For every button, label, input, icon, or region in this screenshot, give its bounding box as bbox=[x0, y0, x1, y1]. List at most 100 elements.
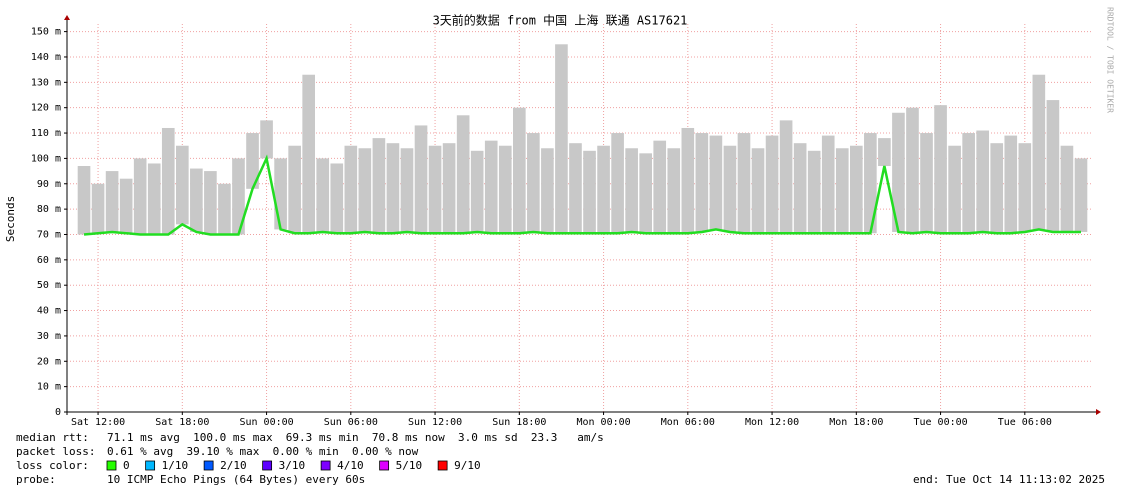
x-tick-label: Tue 00:00 bbox=[913, 417, 967, 428]
smoke-bar bbox=[470, 150, 484, 232]
smoke-bar bbox=[667, 148, 681, 234]
y-tick-label: 50 m bbox=[37, 280, 61, 291]
smoke-bar bbox=[386, 143, 400, 234]
smoke-bar bbox=[906, 107, 919, 234]
y-tick-label: 30 m bbox=[37, 331, 61, 342]
loss-swatch bbox=[262, 460, 273, 471]
smoke-bar bbox=[723, 145, 737, 232]
smoke-bar bbox=[793, 143, 807, 234]
smoke-bar bbox=[414, 125, 428, 234]
smoke-bar bbox=[358, 148, 372, 232]
smoke-bar bbox=[344, 145, 358, 234]
smoke-bar bbox=[611, 133, 624, 234]
x-tick-label: Sun 12:00 bbox=[408, 417, 462, 428]
smoke-bar bbox=[779, 120, 793, 234]
smoke-bar bbox=[442, 143, 456, 234]
smoke-bar bbox=[1032, 74, 1046, 230]
axis-arrow bbox=[64, 15, 70, 20]
loss-label: 4/10 bbox=[337, 459, 364, 472]
smoke-bar bbox=[1004, 135, 1018, 234]
smoke-bar bbox=[91, 183, 105, 234]
smoke-bar bbox=[920, 133, 933, 232]
loss-label: 0 bbox=[123, 459, 130, 472]
side-text: RRDTOOL / TOBI OETIKER bbox=[1106, 7, 1115, 113]
smoke-bar bbox=[316, 158, 330, 232]
loss-swatch bbox=[379, 460, 390, 471]
footer-text: 0.61 % avg 39.10 % max 0.00 % min 0.00 %… bbox=[107, 445, 419, 458]
y-tick-label: 60 m bbox=[37, 255, 61, 266]
loss-swatch bbox=[320, 460, 331, 471]
smoke-bar bbox=[512, 107, 526, 234]
x-tick-label: Sun 18:00 bbox=[492, 417, 546, 428]
footer-label: packet loss: bbox=[16, 445, 95, 458]
smoke-bar bbox=[190, 168, 203, 232]
smoke-bar bbox=[498, 145, 512, 234]
smoke-bar bbox=[835, 148, 849, 234]
y-tick-label: 20 m bbox=[37, 356, 61, 367]
smoke-bar bbox=[653, 140, 667, 234]
axis-arrow bbox=[1096, 409, 1101, 415]
smoke-bar bbox=[1018, 143, 1032, 232]
smoke-bar bbox=[934, 105, 947, 234]
smoke-bar bbox=[1074, 158, 1088, 232]
y-tick-label: 40 m bbox=[37, 306, 61, 317]
smoke-bar bbox=[147, 163, 161, 235]
smoke-bar bbox=[639, 153, 653, 234]
smoke-bar bbox=[204, 171, 217, 235]
y-tick-label: 100 m bbox=[31, 153, 61, 164]
y-tick-label: 10 m bbox=[37, 382, 61, 393]
y-tick-label: 70 m bbox=[37, 229, 61, 240]
smoke-bar bbox=[541, 148, 554, 234]
smoke-bar bbox=[948, 145, 961, 234]
loss-label: 1/10 bbox=[162, 459, 189, 472]
smoke-bar bbox=[962, 133, 975, 234]
x-tick-label: Sat 18:00 bbox=[155, 417, 209, 428]
smoke-bar bbox=[260, 120, 273, 159]
loss-label: 2/10 bbox=[220, 459, 247, 472]
y-tick-label: 150 m bbox=[31, 27, 61, 38]
smoke-bar bbox=[878, 138, 891, 167]
x-tick-label: Sun 00:00 bbox=[239, 417, 293, 428]
smoke-bar bbox=[218, 183, 231, 235]
smoke-bar bbox=[1060, 145, 1074, 232]
loss-label: 5/10 bbox=[396, 459, 423, 472]
loss-swatch bbox=[145, 460, 156, 471]
y-tick-label: 130 m bbox=[31, 77, 61, 88]
x-tick-label: Sat 12:00 bbox=[71, 417, 125, 428]
smoke-bar bbox=[527, 133, 540, 232]
footer-label: probe: bbox=[16, 473, 56, 486]
footer-text: 71.1 ms avg 100.0 ms max 69.3 ms min 70.… bbox=[107, 431, 604, 444]
smoke-bar bbox=[555, 44, 568, 234]
footer-text: 10 ICMP Echo Pings (64 Bytes) every 60s bbox=[107, 473, 365, 486]
smoke-bar bbox=[849, 145, 863, 234]
smoke-bar bbox=[597, 145, 610, 234]
smoke-bar bbox=[583, 150, 596, 234]
smoke-bar bbox=[737, 133, 751, 234]
x-tick-label: Mon 12:00 bbox=[745, 417, 799, 428]
loss-label: 9/10 bbox=[454, 459, 481, 472]
smoke-bar bbox=[119, 178, 133, 234]
smoke-bar bbox=[625, 148, 638, 232]
loss-swatch bbox=[106, 460, 117, 471]
smoke-bar bbox=[133, 158, 147, 235]
smoke-bar bbox=[709, 135, 723, 230]
y-tick-label: 90 m bbox=[37, 179, 61, 190]
smoke-bar bbox=[1046, 100, 1060, 232]
footer-label: median rtt: bbox=[16, 431, 89, 444]
smoke-bar bbox=[990, 143, 1004, 234]
smoke-bar bbox=[161, 127, 175, 235]
smoke-bar bbox=[372, 138, 386, 234]
x-tick-label: Mon 00:00 bbox=[576, 417, 630, 428]
smoke-bar bbox=[765, 135, 779, 234]
y-tick-label: 110 m bbox=[31, 128, 61, 139]
y-tick-label: 80 m bbox=[37, 204, 61, 215]
y-axis-label: Seconds bbox=[4, 196, 17, 242]
smoke-bar bbox=[807, 150, 821, 234]
x-tick-label: Sun 06:00 bbox=[324, 417, 378, 428]
smoke-bar bbox=[246, 133, 259, 189]
smoke-bar bbox=[77, 166, 91, 235]
x-tick-label: Tue 06:00 bbox=[998, 417, 1052, 428]
smoke-bar bbox=[288, 145, 301, 234]
